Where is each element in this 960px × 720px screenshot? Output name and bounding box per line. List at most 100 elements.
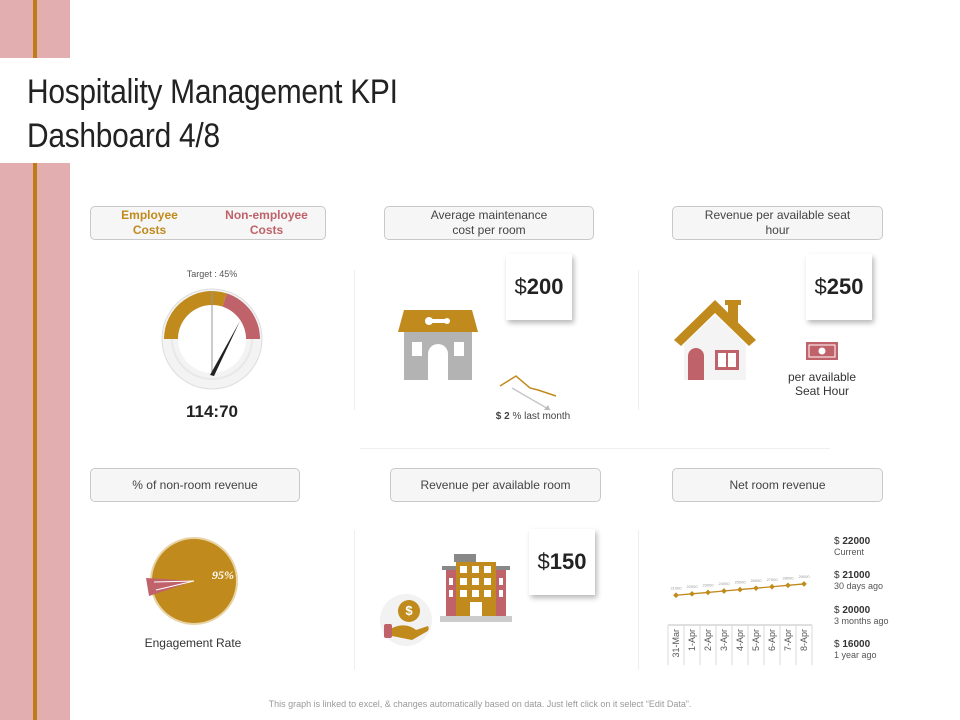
x-tick-label: 6-Apr [767, 629, 777, 651]
legend-currency: $ [834, 570, 840, 581]
page-title: Hospitality Management KPI Dashboard 4/8 [27, 70, 485, 158]
net-room-line-chart: 21000 22000 23000 24000 25000 26000 27000 28000… [667, 574, 813, 665]
maintenance-change-currency: $ [495, 411, 502, 422]
maintenance-header-pill: Average maintenance cost per room [384, 206, 594, 240]
data-point [689, 591, 695, 597]
seat-hour-header-line2: hour [765, 223, 790, 237]
cost-ratio-value: 114:70 [186, 402, 238, 421]
seat-hour-caption-line2: Seat Hour [794, 384, 850, 398]
seat-hour-caption: per available Seat Hour [772, 370, 872, 398]
maintenance-trend-sparkline [499, 375, 557, 411]
nonemployee-costs-label: Non-employee Costs [208, 208, 325, 238]
home-icon [674, 300, 756, 380]
revpar-header-pill: Revenue per available room [390, 468, 601, 502]
costs-header-pill: Employee Costs Non-employee Costs [90, 206, 326, 240]
legend-item-1-year: $ 16000 1 year ago [834, 639, 944, 673]
nonroom-header-pill: % of non-room revenue [90, 468, 300, 502]
maintenance-change-value: 2 [504, 411, 510, 422]
maintenance-change: $ 2 % last month [478, 411, 588, 422]
revpar-header-label: Revenue per available room [420, 477, 571, 492]
nonroom-pie-chart: 95% [146, 537, 238, 625]
data-label: 26000 [750, 578, 762, 583]
legend-label: 3 months ago [834, 616, 889, 626]
maintenance-change-text: % last month [512, 411, 571, 422]
maintenance-currency: $ [514, 274, 527, 299]
gauge-nonemployee-arc [222, 293, 260, 339]
divider-vertical-1 [354, 270, 355, 410]
legend-currency: $ [834, 536, 840, 547]
page-title-line-2: Dashboard 4/8 [27, 117, 220, 155]
data-point [737, 586, 743, 593]
pie-percent-label: 95% [212, 568, 234, 582]
gauge-employee-arc [164, 291, 227, 339]
divider-vertical-2 [638, 270, 639, 410]
x-tick-label: 2-Apr [703, 629, 713, 651]
data-point [753, 585, 759, 591]
revpar-currency: $ [537, 549, 550, 574]
legend-value: 20000 [842, 605, 871, 616]
nonroom-header-label: % of non-room revenue [132, 477, 258, 492]
seat-hour-value: 250 [826, 274, 864, 299]
employee-costs-label-line2: Costs [132, 223, 167, 237]
seat-hour-caption-line1: per available [787, 370, 857, 384]
sidebar-stripe-top [33, 0, 37, 58]
employee-costs-label-line1: Employee [121, 208, 178, 222]
maintenance-value: 200 [526, 274, 564, 299]
data-point [801, 581, 807, 587]
x-tick-label: 7-Apr [783, 629, 793, 651]
engagement-rate-caption: Engagement Rate [144, 636, 242, 650]
x-tick-label: 1-Apr [687, 629, 697, 651]
net-room-header-label: Net room revenue [729, 477, 826, 492]
legend-label: 1 year ago [834, 650, 877, 660]
nonemployee-costs-label-line1: Non-employee [225, 208, 308, 222]
revpar-value-box: $150 [529, 529, 595, 595]
legend-label: 30 days ago [834, 581, 884, 591]
x-tick-label: 31-Mar [671, 629, 681, 658]
footer-note: This graph is linked to excel, & changes… [268, 699, 692, 709]
legend-currency: $ [834, 639, 840, 650]
maintenance-header-line2: cost per room [452, 223, 526, 237]
x-tick-label: 4-Apr [735, 629, 745, 651]
data-point [769, 583, 775, 590]
cost-gauge [161, 288, 263, 390]
maintenance-header-line1: Average maintenance [430, 208, 548, 222]
legend-currency: $ [834, 605, 840, 616]
maintenance-house-icon [398, 310, 478, 380]
nonemployee-costs-label-line2: Costs [249, 223, 284, 237]
gauge-target-label: Target : 45% [186, 269, 238, 279]
x-tick-label: 3-Apr [719, 629, 729, 651]
legend-item-30-days: $ 21000 30 days ago [834, 570, 944, 605]
data-label: 28000 [782, 575, 794, 580]
data-point [673, 592, 679, 599]
data-point [705, 589, 711, 596]
seat-hour-value-box: $250 [806, 254, 872, 320]
divider-vertical-3 [354, 530, 355, 670]
data-label: 29000 [798, 574, 810, 579]
legend-item-3-months: $ 20000 3 months ago [834, 605, 944, 639]
money-stack-icon [806, 342, 838, 360]
data-label: 25000 [734, 580, 746, 585]
coin-symbol: $ [398, 600, 420, 622]
seat-hour-header-pill: Revenue per available seat hour [672, 206, 883, 240]
x-tick-label: 8-Apr [799, 629, 809, 651]
hotel-building-icon [440, 554, 512, 622]
data-label: 27000 [766, 577, 778, 582]
data-label: 24000 [718, 581, 730, 586]
data-point [721, 588, 727, 594]
divider-vertical-4 [638, 530, 639, 670]
legend-value: 16000 [842, 639, 871, 650]
data-label: 22000 [686, 584, 698, 589]
coin-hand-icon: $ [380, 594, 432, 646]
hand-icon [384, 624, 429, 640]
net-room-header-pill: Net room revenue [672, 468, 883, 502]
seat-hour-currency: $ [814, 274, 827, 299]
legend-item-current: $ 22000 Current [834, 536, 944, 570]
divider-horizontal [360, 448, 830, 449]
gauge-needle [210, 321, 240, 376]
legend-label: Current [834, 547, 865, 557]
data-point [785, 582, 791, 589]
revpar-value: 150 [549, 549, 587, 574]
seat-hour-header-line1: Revenue per available seat [704, 208, 851, 222]
legend-value: 21000 [842, 570, 871, 581]
employee-costs-label: Employee Costs [91, 208, 208, 238]
